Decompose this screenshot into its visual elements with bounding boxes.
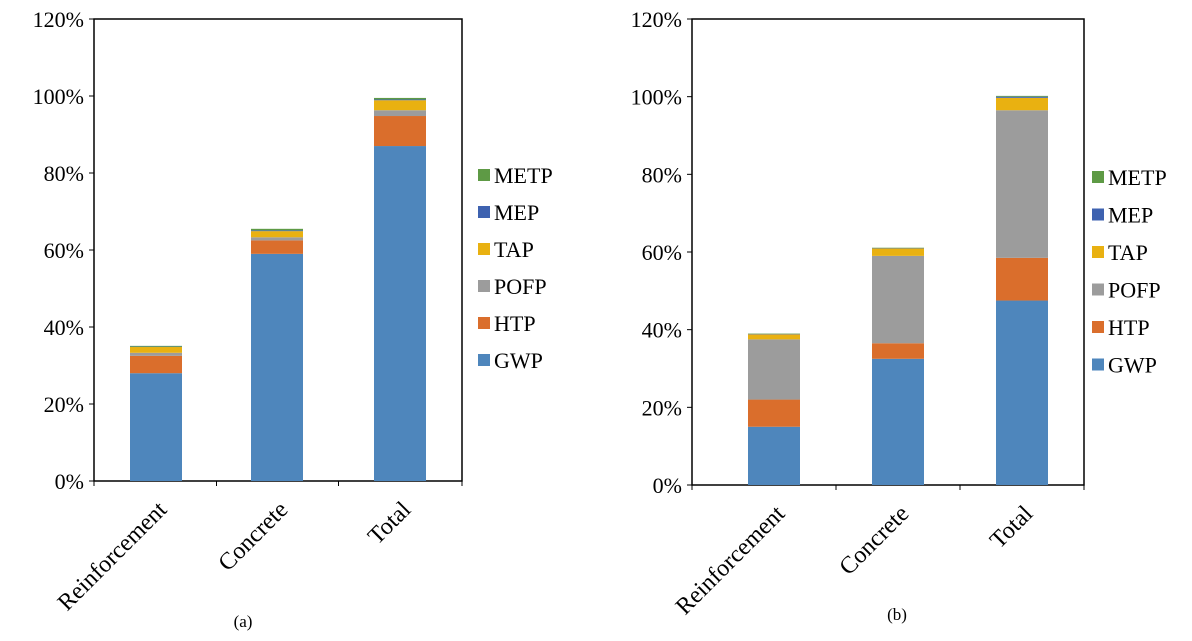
bar-segment-htp xyxy=(996,257,1048,301)
y-tick-label: 100% xyxy=(631,85,682,110)
y-tick-label: 20% xyxy=(642,395,682,420)
bar-segment-tap xyxy=(130,347,182,353)
bar-segment-pofp xyxy=(130,352,182,356)
bar-segment-htp xyxy=(872,343,924,359)
chart-panel-a: 0% 20% 40% 60% 80% 100% 120% Reinforcement Concr… xyxy=(33,7,553,631)
bar-segment-pofp xyxy=(872,255,924,344)
y-tick-label: 100% xyxy=(33,84,84,109)
x-category-label: Total xyxy=(363,497,416,550)
legend-label: GWP xyxy=(1108,353,1157,378)
legend-swatch xyxy=(478,206,490,218)
y-tick-label: 0% xyxy=(55,469,84,494)
chart-panel-b: 0% 20% 40% 60% 80% 100% 120% Reinforcement Concr… xyxy=(596,0,1192,641)
y-tick-label: 0% xyxy=(653,473,682,498)
bar-segment-htp xyxy=(748,399,800,427)
y-tick-label: 60% xyxy=(44,238,84,263)
chart-caption: (b) xyxy=(887,605,907,624)
y-tick-label: 120% xyxy=(33,7,84,32)
bar-segment-mep xyxy=(374,99,426,101)
bar-segment-gwp xyxy=(748,426,800,485)
bar-segment-gwp xyxy=(872,358,924,485)
legend-swatch xyxy=(1092,358,1104,371)
bar-segment-tap xyxy=(996,97,1048,111)
x-category-label: Reinforcement xyxy=(53,497,172,616)
legend-swatch xyxy=(1092,171,1104,183)
chart-a: 0% 20% 40% 60% 80% 100% 120% Reinforcement Concr… xyxy=(33,7,553,631)
x-category-label: Concrete xyxy=(835,501,915,581)
bar-segment-tap xyxy=(872,248,924,256)
legend-swatch xyxy=(1092,283,1104,296)
bar-segment-gwp xyxy=(996,300,1048,485)
legend-swatch xyxy=(1092,246,1104,258)
legend-swatch xyxy=(478,169,490,181)
legend-label: MEP xyxy=(494,200,539,225)
bar-segment-gwp xyxy=(374,146,426,482)
legend-swatch xyxy=(478,280,490,292)
legend-label: GWP xyxy=(494,348,543,373)
bar-segment-metp xyxy=(130,345,182,347)
y-tick-label: 40% xyxy=(44,315,84,340)
legend-swatch xyxy=(478,317,490,329)
legend-label: POFP xyxy=(1108,278,1161,303)
legend-swatch xyxy=(478,354,490,366)
bar-segment-htp xyxy=(130,355,182,374)
bar-segment-metp xyxy=(374,97,426,100)
legend-label: TAP xyxy=(494,237,534,262)
x-category-label: Reinforcement xyxy=(671,501,790,620)
legend-label: MEP xyxy=(1108,203,1153,228)
y-tick-label: 20% xyxy=(44,392,84,417)
bar-segment-tap xyxy=(748,334,800,340)
legend-swatch xyxy=(478,243,490,255)
x-category-label: Concrete xyxy=(214,497,294,577)
bar-segment-htp xyxy=(374,116,426,147)
x-category-label: Total xyxy=(985,501,1038,554)
legend-label: METP xyxy=(1108,165,1167,190)
bar-segment-pofp xyxy=(251,237,303,241)
legend-swatch xyxy=(1092,321,1104,333)
y-tick-label: 40% xyxy=(642,318,682,343)
bar-segment-tap xyxy=(251,231,303,238)
bar-segment-metp xyxy=(996,95,1048,97)
bar-segment-pofp xyxy=(748,339,800,400)
bar-segment-htp xyxy=(251,240,303,254)
y-tick-label: 60% xyxy=(642,240,682,265)
bar-segment-mep xyxy=(251,230,303,232)
legend-swatch xyxy=(1092,208,1104,221)
bar-segment-pofp xyxy=(996,110,1048,258)
legend-label: HTP xyxy=(494,311,536,336)
legend-label: HTP xyxy=(1108,315,1150,340)
y-tick-label: 80% xyxy=(44,161,84,186)
legend-label: POFP xyxy=(494,274,547,299)
y-tick-label: 120% xyxy=(631,7,682,32)
bar-segment-gwp xyxy=(251,253,303,481)
bar-segment-mep xyxy=(996,96,1048,98)
bar-segment-gwp xyxy=(130,373,182,481)
legend-label: METP xyxy=(494,163,553,188)
bar-segment-metp xyxy=(251,228,303,231)
chart-caption: (a) xyxy=(234,612,253,631)
y-tick-label: 80% xyxy=(642,162,682,187)
chart-b: 0% 20% 40% 60% 80% 100% 120% Reinforcement Concr… xyxy=(631,7,1167,624)
legend-label: TAP xyxy=(1108,240,1148,265)
bar-segment-tap xyxy=(374,100,426,111)
bar-segment-pofp xyxy=(374,110,426,117)
